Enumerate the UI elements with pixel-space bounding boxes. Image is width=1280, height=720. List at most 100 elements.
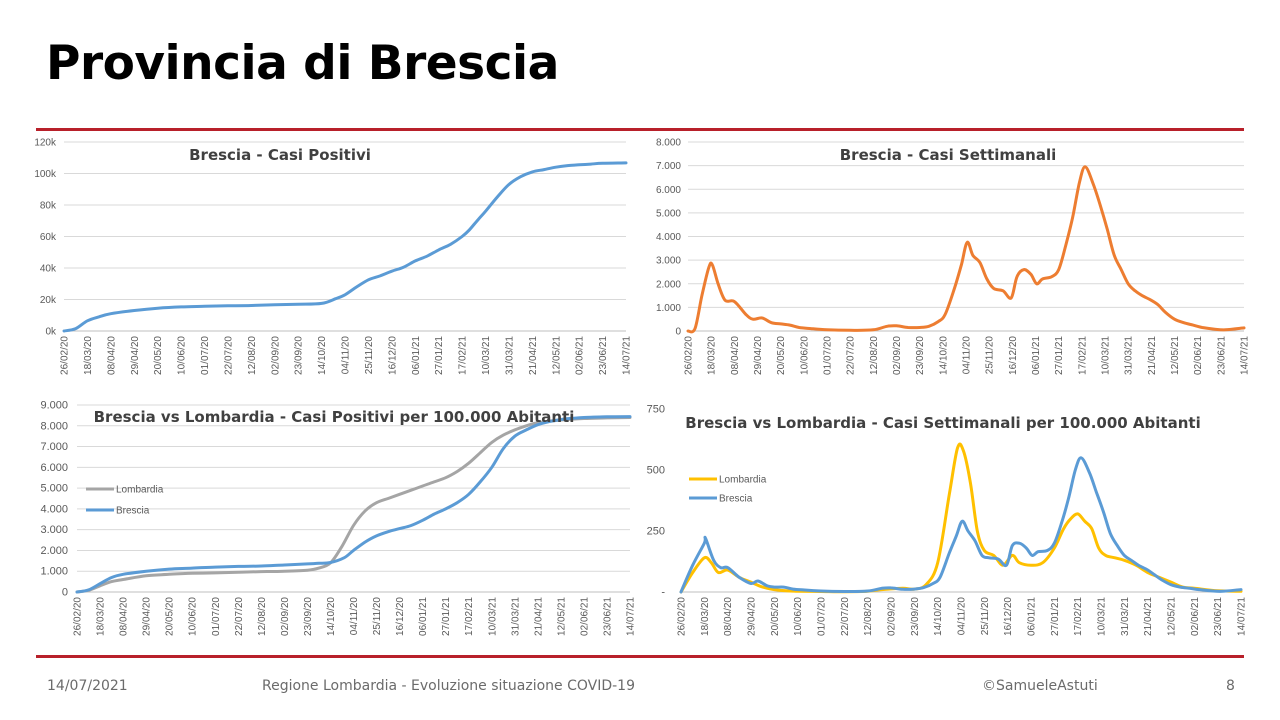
chart-casi-positivi-svg: 0k 20k 40k 60k 80k 100k 120k 26/02/20 18/03/20 08…	[34, 138, 633, 375]
x-tick-label: 27/01/21	[441, 597, 452, 636]
x-tick-label: 31/03/21	[510, 597, 521, 636]
y-tick-label: 8.000	[40, 420, 68, 432]
x-tick-label: 20/05/20	[776, 336, 787, 375]
x-tick-label: 02/09/20	[892, 336, 903, 375]
chart-settimanali-per-100k-svg: - 250 500 750 26/02/20 18/03/20 08/04/20 29/04/…	[647, 404, 1248, 636]
x-tick-label: 27/01/21	[1054, 336, 1065, 375]
y-tick-label: 5.000	[40, 483, 68, 495]
series-line-brescia	[75, 415, 632, 594]
x-tick-label: 10/03/21	[487, 597, 498, 636]
x-tick-label: 08/04/20	[119, 597, 130, 636]
x-tick-label: 12/05/21	[1167, 597, 1178, 636]
y-tick-label: 60k	[40, 232, 57, 243]
series-line	[686, 165, 1246, 334]
x-tick-label: 10/06/20	[177, 336, 188, 375]
x-tick-label: 14/07/21	[626, 597, 637, 636]
x-tick-label: 29/04/20	[753, 336, 764, 375]
y-tick-label: 750	[647, 404, 665, 416]
y-tick-label: 120k	[34, 138, 57, 149]
x-tick-label: 22/07/20	[840, 597, 851, 636]
x-tick-label: 18/03/20	[96, 597, 107, 636]
legend-label: Lombardia	[719, 475, 767, 486]
x-tick-label: 12/08/20	[863, 597, 874, 636]
x-tick-label: 16/12/20	[1003, 597, 1014, 636]
x-tick-label: 23/06/21	[1213, 597, 1224, 636]
chart-casi-settimanali: 0 1.000 2.000 3.000 4.000 5.000 6.000 7.000 8.00…	[645, 132, 1255, 394]
y-tick-label: 100k	[34, 169, 57, 180]
x-tick-label: 16/12/20	[395, 597, 406, 636]
x-tick-label: 06/01/21	[1027, 597, 1038, 636]
x-tick-label: 18/03/20	[83, 336, 94, 375]
x-tick-label: 25/11/20	[364, 336, 375, 375]
x-tick-label: 29/04/20	[747, 597, 758, 636]
y-tick-label: 8.000	[656, 138, 681, 149]
top-divider	[36, 128, 1244, 131]
y-tick-label: 0	[62, 587, 68, 599]
x-tick-label: 27/01/21	[434, 336, 445, 375]
x-tick-label: 10/06/20	[188, 597, 199, 636]
x-tick-label: 20/05/20	[153, 336, 164, 375]
y-tick-label: 9.000	[40, 400, 68, 412]
x-tick-label: 02/06/21	[1193, 336, 1204, 375]
y-tick-label: 40k	[40, 264, 57, 275]
series-line-brescia	[679, 456, 1243, 594]
x-tick-label: 29/04/20	[130, 336, 141, 375]
x-tick-label: 21/04/21	[1147, 336, 1158, 375]
x-tick-label: 10/03/21	[1097, 597, 1108, 636]
x-tick-label: 14/07/21	[1237, 597, 1248, 636]
x-tick-label: 02/09/20	[270, 336, 281, 375]
x-tick-label: 21/04/21	[528, 336, 539, 375]
x-tick-label: 08/04/20	[723, 597, 734, 636]
legend-label: Brescia	[719, 494, 753, 505]
legend-label: Lombardia	[116, 485, 164, 496]
chart-title: Brescia vs Lombardia - Casi Positivi per…	[94, 408, 575, 426]
x-tick-label: 14/10/20	[933, 597, 944, 636]
chart-title: Brescia - Casi Settimanali	[840, 146, 1056, 164]
x-tick-label: 10/03/21	[481, 336, 492, 375]
chart-positivi-per-100k-svg: 0 1.000 2.000 3.000 4.000 5.000 6.000 7.000 8.00…	[40, 400, 637, 636]
y-tick-label: 2.000	[656, 279, 681, 290]
x-tick-label: 04/11/20	[962, 336, 973, 375]
y-tick-label: 2.000	[40, 545, 68, 557]
y-tick-label: 3.000	[40, 524, 68, 536]
chart-title: Brescia vs Lombardia - Casi Settimanali …	[685, 414, 1200, 432]
series-line	[62, 161, 628, 333]
y-tick-label: 4.000	[40, 503, 68, 515]
y-tick-label: 80k	[40, 201, 57, 212]
x-tick-label: 04/11/20	[341, 336, 352, 375]
y-tick-label: 20k	[40, 295, 57, 306]
x-tick-label: 12/08/20	[257, 597, 268, 636]
x-tick-label: 26/02/20	[684, 336, 695, 375]
x-tick-label: 22/07/20	[846, 336, 857, 375]
x-tick-label: 12/08/20	[869, 336, 880, 375]
x-tick-label: 10/06/20	[793, 597, 804, 636]
x-tick-label: 26/02/20	[60, 336, 71, 375]
footer-author: ©SamueleAstuti	[982, 678, 1098, 694]
page-title: Provincia di Brescia	[46, 36, 559, 91]
x-tick-label: 22/07/20	[223, 336, 234, 375]
chart-settimanali-per-100k: - 250 500 750 26/02/20 18/03/20 08/04/20 29/04/…	[645, 396, 1255, 658]
y-tick-label: 0k	[45, 327, 57, 338]
x-tick-label: 08/04/20	[106, 336, 117, 375]
x-tick-label: 16/12/20	[387, 336, 398, 375]
y-tick-label: 6.000	[656, 185, 681, 196]
y-tick-label: 250	[647, 526, 665, 538]
x-tick-label: 01/07/20	[211, 597, 222, 636]
y-tick-label: 7.000	[40, 441, 68, 453]
x-tick-label: 23/09/20	[915, 336, 926, 375]
x-tick-label: 25/11/20	[372, 597, 383, 636]
y-tick-label: -	[661, 587, 665, 599]
y-tick-label: 1.000	[40, 566, 68, 578]
y-tick-label: 1.000	[656, 303, 681, 314]
x-tick-label: 10/03/21	[1101, 336, 1112, 375]
x-tick-label: 31/03/21	[504, 336, 515, 375]
x-tick-label: 02/06/21	[579, 597, 590, 636]
x-tick-label: 23/06/21	[603, 597, 614, 636]
footer-source: Regione Lombardia - Evoluzione situazion…	[262, 678, 635, 694]
x-tick-label: 02/06/21	[575, 336, 586, 375]
x-tick-label: 14/07/21	[622, 336, 633, 375]
x-tick-label: 31/03/21	[1124, 336, 1135, 375]
footer-page-number: 8	[1226, 678, 1235, 694]
x-tick-label: 23/06/21	[598, 336, 609, 375]
series-line-lombardia	[75, 416, 632, 594]
